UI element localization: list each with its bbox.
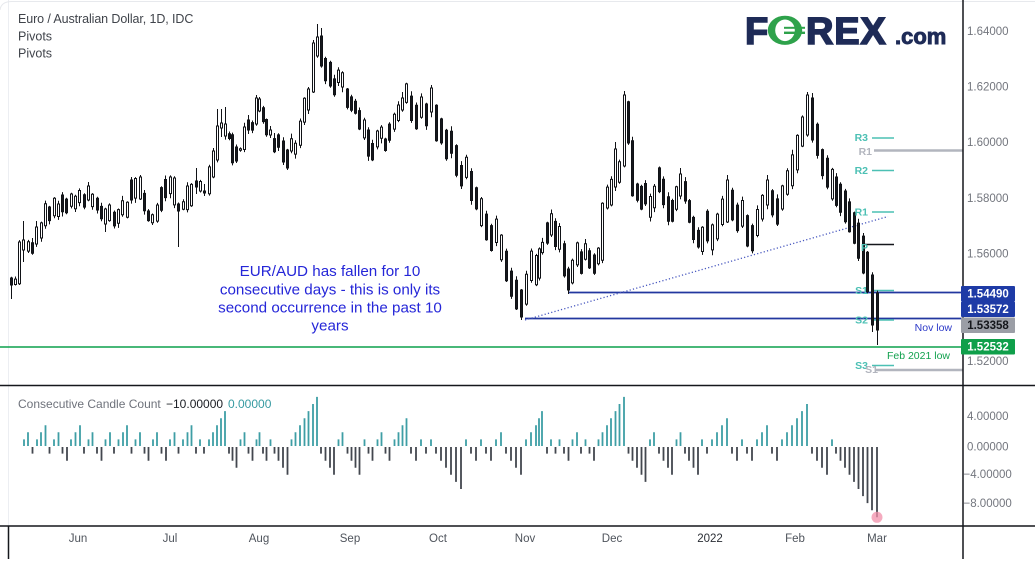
svg-text:years: years	[311, 318, 349, 335]
svg-text:Mar: Mar	[867, 533, 887, 545]
svg-text:P: P	[861, 242, 868, 254]
svg-text:Nov: Nov	[515, 533, 536, 545]
svg-text:S3: S3	[855, 360, 868, 372]
svg-text:REX: REX	[806, 11, 887, 53]
svg-text:1.52000: 1.52000	[967, 356, 1009, 368]
svg-text:EUR/AUD has fallen for 10: EUR/AUD has fallen for 10	[240, 263, 421, 280]
svg-text:2022: 2022	[697, 533, 723, 545]
svg-text:S1: S1	[865, 364, 878, 376]
svg-text:−4.00000: −4.00000	[964, 469, 1012, 481]
svg-text:1.60000: 1.60000	[967, 137, 1009, 149]
svg-text:−10.00000: −10.00000	[166, 397, 223, 411]
svg-text:R3: R3	[855, 132, 869, 144]
svg-text:1.58000: 1.58000	[967, 193, 1009, 205]
svg-text:1.54490: 1.54490	[967, 289, 1009, 301]
svg-text:consecutive days - this is onl: consecutive days - this is only its	[220, 282, 441, 299]
svg-text:0.00000: 0.00000	[967, 442, 1009, 454]
svg-text:.com: .com	[895, 24, 946, 49]
svg-text:Sep: Sep	[340, 533, 360, 545]
svg-text:−8.00000: −8.00000	[964, 498, 1012, 510]
svg-text:R1: R1	[855, 207, 869, 219]
svg-text:R2: R2	[855, 165, 869, 177]
svg-text:Consecutive Candle Count: Consecutive Candle Count	[18, 397, 161, 411]
svg-text:4.00000: 4.00000	[967, 411, 1009, 423]
svg-text:Feb: Feb	[785, 533, 805, 545]
svg-text:Aug: Aug	[249, 533, 269, 545]
svg-text:1.52532: 1.52532	[967, 342, 1009, 354]
svg-text:Feb 2021 low: Feb 2021 low	[887, 350, 950, 362]
svg-text:Oct: Oct	[429, 533, 448, 545]
svg-text:Jun: Jun	[69, 533, 88, 545]
svg-text:Nov low: Nov low	[915, 322, 953, 334]
svg-text:1.62000: 1.62000	[967, 82, 1009, 94]
svg-text:1.64000: 1.64000	[967, 26, 1009, 38]
svg-text:0.00000: 0.00000	[228, 397, 272, 411]
svg-text:Euro / Australian Dollar, 1D,: Euro / Australian Dollar, 1D, IDC	[18, 12, 193, 26]
svg-text:R1: R1	[859, 146, 873, 158]
svg-text:Jul: Jul	[163, 533, 178, 545]
svg-text:S1: S1	[855, 285, 868, 297]
svg-text:Pivots: Pivots	[18, 47, 52, 61]
svg-text:Pivots: Pivots	[18, 30, 52, 44]
svg-text:S2: S2	[855, 315, 868, 327]
svg-text:1.56000: 1.56000	[967, 249, 1009, 261]
svg-text:Dec: Dec	[602, 533, 623, 545]
svg-text:second occurrence in the past: second occurrence in the past 10	[218, 300, 442, 317]
svg-text:1.53358: 1.53358	[967, 320, 1009, 332]
svg-text:F: F	[745, 11, 768, 53]
svg-text:1.53572: 1.53572	[967, 304, 1009, 316]
